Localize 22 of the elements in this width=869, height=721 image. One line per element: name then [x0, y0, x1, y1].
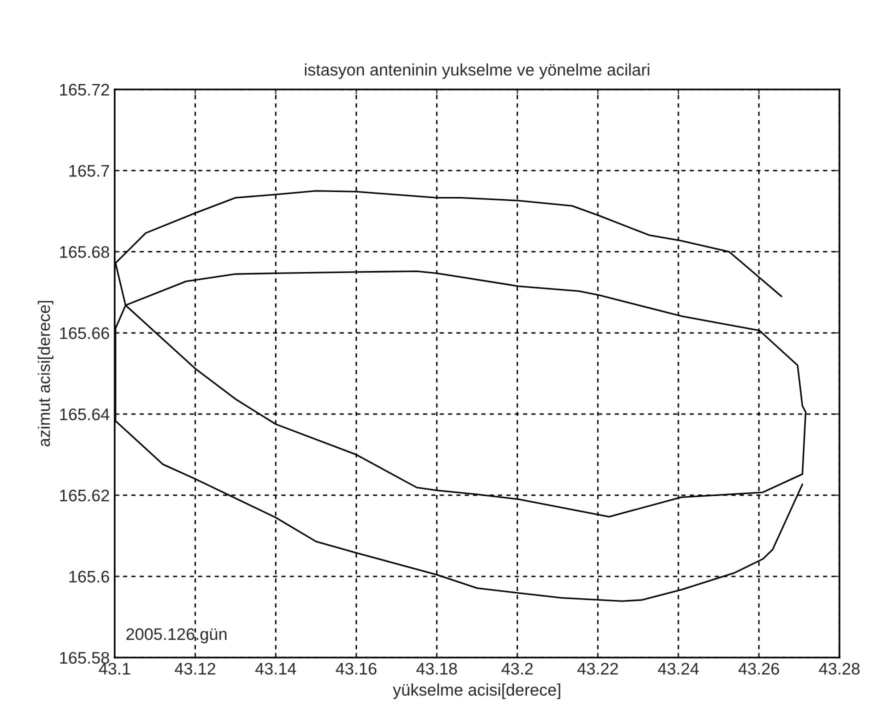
x-tick-label: 43.12 [174, 662, 216, 675]
y-axis-title: azimut acisi[derece] [38, 301, 54, 446]
x-tick-label: 43.18 [416, 662, 457, 675]
y-tick-label: 165.68 [60, 246, 110, 258]
x-tick-label: 43.14 [255, 662, 296, 675]
x-tick-label: 43.26 [738, 662, 780, 675]
chart-title: istasyon anteninin yukselme ve yönelme acilari [304, 63, 650, 79]
annotation: 2005.126.gün [126, 628, 226, 644]
x-tick-label: 43.16 [336, 662, 376, 675]
y-tick-label: 165.72 [60, 84, 110, 96]
y-tick-label: 165.58 [60, 652, 110, 664]
x-tick-label: 43.2 [502, 662, 533, 675]
y-tick-label: 165.64 [60, 408, 110, 420]
x-axis-title: yükselme acisi[derece] [392, 684, 560, 700]
y-tick-label: 165.62 [60, 490, 110, 502]
x-tick-label: 43.24 [658, 662, 699, 675]
x-tick-label: 43.1 [98, 662, 130, 675]
y-tick-label: 165.66 [60, 327, 110, 340]
x-tick-label: 43.28 [818, 662, 860, 675]
y-tick-label: 165.6 [69, 570, 110, 583]
x-tick-label: 43.22 [577, 662, 618, 675]
y-tick-label: 165.7 [69, 164, 110, 177]
